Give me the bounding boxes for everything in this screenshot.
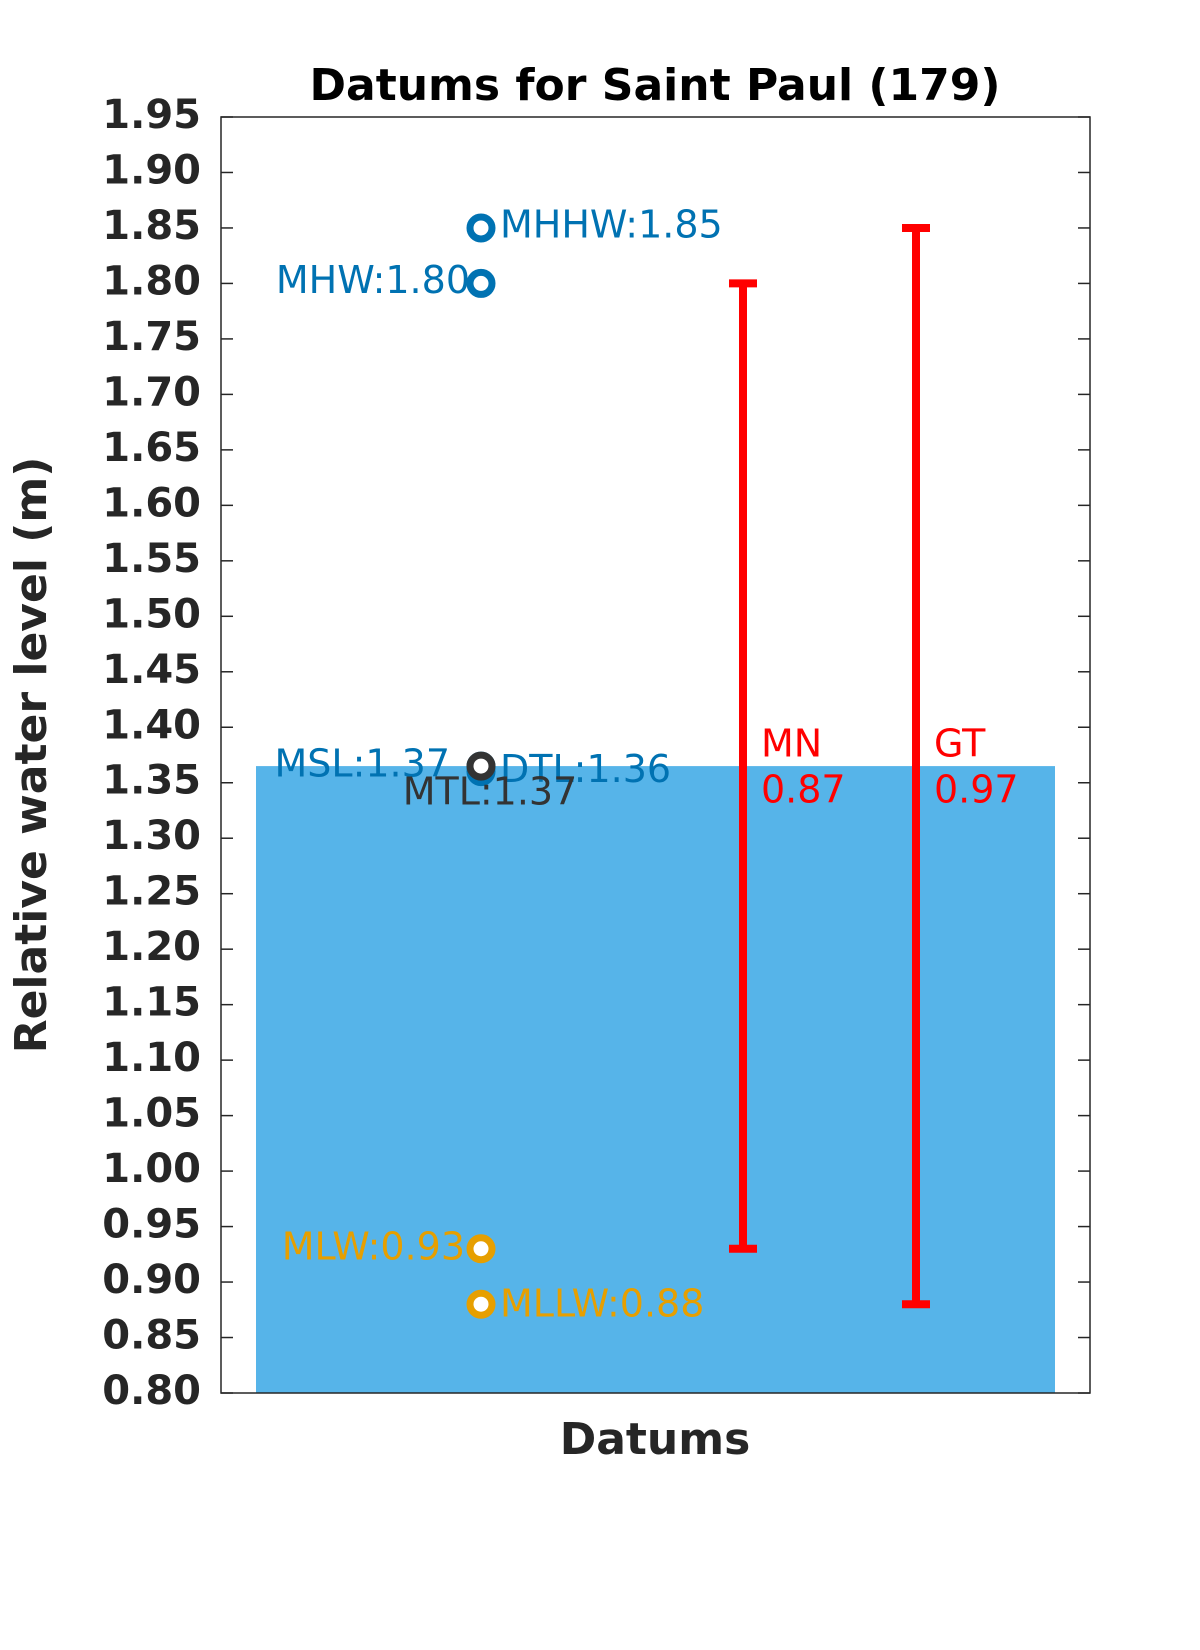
y-tick-label: 1.55 <box>102 536 201 582</box>
y-tick-label: 1.70 <box>102 369 201 415</box>
y-tick-label: 0.80 <box>102 1368 201 1414</box>
range-name: MN <box>761 722 822 766</box>
plot-frame <box>220 116 1091 1394</box>
range-value: 0.87 <box>761 768 846 812</box>
y-tick-label: 1.65 <box>102 425 201 471</box>
datum-marker <box>466 751 496 781</box>
y-tick-label: 1.95 <box>102 92 201 138</box>
y-tick-label: 1.90 <box>102 147 201 193</box>
datum-label: MHW:1.80 <box>276 258 470 302</box>
y-tick-label: 1.30 <box>102 813 201 859</box>
range-name: GT <box>934 722 986 766</box>
datum-label: MSL:1.37 <box>275 742 451 786</box>
range-bar <box>902 223 930 1309</box>
datum-label: MHHW:1.85 <box>500 202 723 246</box>
datum-marker <box>466 213 496 243</box>
y-tick-label: 1.85 <box>102 203 201 249</box>
range-bar <box>729 279 757 1253</box>
datum-label: MTL:1.37 <box>403 770 578 814</box>
datum-marker <box>466 1289 496 1319</box>
y-tick-label: 1.20 <box>102 924 201 970</box>
range-value: 0.97 <box>934 768 1019 812</box>
datum-marker <box>466 1234 496 1264</box>
y-tick-label: 1.45 <box>102 647 201 693</box>
bar <box>256 766 1055 1393</box>
y-tick-label: 0.85 <box>102 1313 201 1359</box>
y-tick-label: 0.95 <box>102 1202 201 1248</box>
datum-label: DTL:1.36 <box>500 747 671 791</box>
y-tick-label: 1.40 <box>102 702 201 748</box>
y-axis-label: Relative water level (m) <box>6 457 57 1054</box>
datum-label: MLW:0.93 <box>282 1224 465 1268</box>
datum-label: MLLW:0.88 <box>500 1282 704 1326</box>
y-tick-label: 1.75 <box>102 314 201 360</box>
y-tick-label: 1.00 <box>102 1146 201 1192</box>
y-tick-label: 1.60 <box>102 480 201 526</box>
y-tick-label: 1.35 <box>102 758 201 804</box>
y-tick-label: 1.50 <box>102 591 201 637</box>
x-axis-label: Datums <box>560 1414 751 1465</box>
y-tick-label: 1.05 <box>102 1091 201 1137</box>
y-tick-label: 0.90 <box>102 1257 201 1303</box>
y-tick-label: 1.10 <box>102 1035 201 1081</box>
chart-title: Datums for Saint Paul (179) <box>309 60 1000 111</box>
y-tick-label: 1.80 <box>102 258 201 304</box>
y-tick-label: 1.15 <box>102 980 201 1026</box>
datum-marker <box>466 268 496 298</box>
y-tick-label: 1.25 <box>102 869 201 915</box>
